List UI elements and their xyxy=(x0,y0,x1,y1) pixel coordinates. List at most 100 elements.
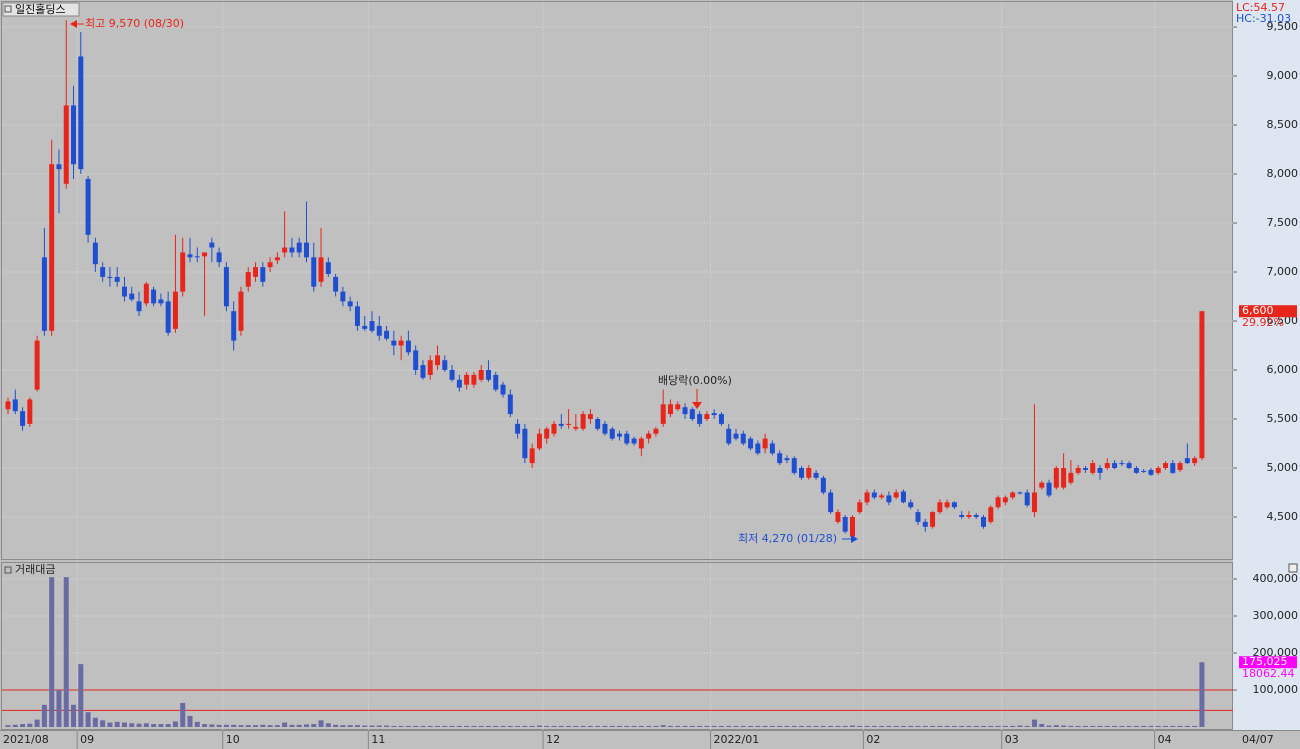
candle-body xyxy=(71,105,77,165)
volume-bar xyxy=(617,725,623,727)
y-tick-label: 100,000 xyxy=(1253,683,1299,696)
candle-body xyxy=(566,423,572,425)
y-tick-label: 400,000 xyxy=(1253,572,1299,585)
x-tick-label: 10 xyxy=(226,733,240,746)
candle-body xyxy=(981,516,987,527)
volume-bar xyxy=(435,725,441,727)
candle-body xyxy=(973,515,979,517)
volume-bar xyxy=(930,725,936,727)
candle-body xyxy=(172,291,178,329)
candle-body xyxy=(675,404,681,410)
volume-bar xyxy=(1017,725,1023,727)
candle-body xyxy=(500,384,506,395)
volume-bar xyxy=(1097,725,1103,727)
candle-body xyxy=(755,443,761,454)
volume-bar xyxy=(675,725,681,727)
volume-bar xyxy=(202,724,208,727)
volume-bar xyxy=(1170,725,1176,727)
close-button[interactable] xyxy=(1288,563,1298,573)
volume-bar xyxy=(507,725,513,727)
x-tick-label: 12 xyxy=(546,733,560,746)
last-price-label: 6,600 xyxy=(1242,304,1274,317)
volume-bar xyxy=(857,725,863,727)
candle-body xyxy=(325,262,331,274)
volume-bar xyxy=(238,725,244,727)
volume-bar xyxy=(136,723,142,727)
candle-body xyxy=(507,394,513,415)
x-end-label: 04/07 xyxy=(1242,733,1274,746)
volume-bar xyxy=(1068,725,1074,727)
volume-bar xyxy=(63,577,69,727)
candle-body xyxy=(784,458,790,461)
candle-body xyxy=(1090,463,1096,473)
title-box xyxy=(2,2,80,17)
candle-body xyxy=(1010,492,1016,498)
volume-bar xyxy=(529,725,535,727)
volume-bar xyxy=(1155,725,1161,727)
volume-bar xyxy=(1199,662,1205,727)
candle-body xyxy=(718,414,724,424)
candle-body xyxy=(311,257,317,287)
volume-bar xyxy=(114,721,120,727)
hc-label: HC:-31.03 xyxy=(1236,12,1291,25)
candle-body xyxy=(1119,463,1125,465)
volume-bar xyxy=(121,722,127,727)
labels: 4,500 5,000 5,500 6,000 6,500 7,000 7,500 8,000… xyxy=(3,17,1298,746)
candle-body xyxy=(1199,311,1205,459)
volume-bar xyxy=(813,725,819,727)
price-title: 일진홀딩스 xyxy=(15,2,66,16)
volume-bar xyxy=(325,723,331,727)
right-axis-panel xyxy=(1233,0,1300,730)
candle-body xyxy=(799,467,805,478)
candle-body xyxy=(864,492,870,503)
candle-body xyxy=(296,242,302,253)
volume-bar xyxy=(631,725,637,727)
volume-bar xyxy=(711,725,717,727)
candle-body xyxy=(187,254,193,258)
volume-bar xyxy=(697,725,703,727)
candle-body xyxy=(806,467,812,478)
candle-body xyxy=(871,492,877,498)
volume-bar xyxy=(369,725,375,727)
volume-bar xyxy=(500,725,506,727)
volume-bar xyxy=(245,725,251,727)
candle-body xyxy=(1126,463,1132,468)
candle-body xyxy=(900,491,906,503)
volume-avg-label: 18062.44 xyxy=(1242,667,1295,680)
volume-bar xyxy=(777,725,783,727)
candle-body xyxy=(660,404,666,424)
volume-bar xyxy=(493,725,499,727)
volume-bar xyxy=(944,725,950,727)
candle-body xyxy=(1192,458,1198,464)
candle-body xyxy=(92,242,98,265)
y-tick-label: 7,500 xyxy=(1267,216,1299,229)
volume-bar xyxy=(536,725,542,727)
candle-body xyxy=(216,252,222,263)
candle-body xyxy=(41,257,47,331)
candle-body xyxy=(85,178,91,235)
candle-body xyxy=(849,516,855,537)
candle-body xyxy=(587,414,593,419)
volume-bar xyxy=(158,724,164,727)
candle-body xyxy=(78,56,84,170)
y-tick-label: 300,000 xyxy=(1253,609,1299,622)
volume-bar xyxy=(820,725,826,727)
candle-body xyxy=(726,428,732,444)
volume-bar xyxy=(922,725,928,727)
dividend-annotation: 배당락(0.00%) xyxy=(658,374,732,387)
candle-body xyxy=(1024,492,1030,506)
candle-body xyxy=(667,404,673,415)
candle-body xyxy=(828,492,834,513)
title-icon xyxy=(4,5,12,13)
y-tick-label: 5,000 xyxy=(1267,461,1299,474)
candle-body xyxy=(129,293,135,300)
dividend-arrow xyxy=(692,402,702,409)
volume-bar xyxy=(1046,725,1052,727)
candle-body xyxy=(282,247,288,253)
candle-body xyxy=(427,360,433,375)
volume-bar xyxy=(1192,725,1198,727)
candle-body xyxy=(485,370,491,380)
volume-bar xyxy=(340,725,346,727)
volume-bar xyxy=(602,725,608,727)
